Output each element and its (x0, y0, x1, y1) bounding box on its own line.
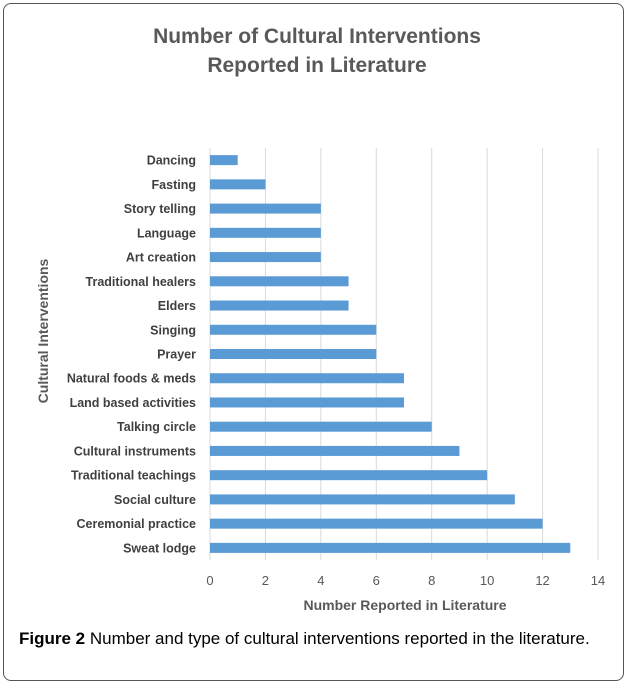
category-label: Dancing (147, 154, 196, 168)
bar (210, 300, 349, 311)
x-axis-label: Number Reported in Literature (303, 597, 506, 613)
bar (210, 276, 349, 287)
caption-text: Number and type of cultural intervention… (85, 629, 590, 648)
bar (210, 518, 543, 529)
bar (210, 179, 266, 190)
bar (210, 373, 404, 384)
x-tick-label: 10 (480, 573, 494, 588)
category-labels: Dancing Fasting Story telling Language Art c… (67, 154, 196, 556)
chart-title-line: Reported in Literature (207, 54, 426, 77)
category-label: Story telling (124, 202, 196, 216)
x-tick-label: 4 (317, 573, 324, 588)
category-label: Traditional healers (86, 275, 197, 289)
bar (210, 227, 321, 238)
x-tick-label: 8 (428, 573, 435, 588)
category-label: Talking circle (117, 420, 196, 434)
category-label: Social culture (114, 493, 196, 507)
category-label: Ceremonial practice (77, 517, 197, 531)
x-tick-label: 0 (206, 573, 213, 588)
figure-caption: Figure 2 Number and type of cultural int… (19, 626, 615, 651)
bar (210, 203, 321, 214)
category-label: Fasting (152, 178, 196, 192)
bar (210, 252, 321, 263)
category-label: Sweat lodge (123, 541, 196, 555)
bar-chart: Number of Cultural Interventions Reported… (35, 25, 605, 613)
chart-title: Number of Cultural Interventions Reported… (153, 25, 481, 77)
category-label: Land based activities (70, 396, 196, 410)
category-label: Language (137, 226, 196, 240)
bar (210, 542, 571, 553)
bar (210, 324, 377, 335)
grid-lines (209, 148, 599, 560)
x-tick-label: 2 (262, 573, 269, 588)
x-tick-label: 12 (535, 573, 549, 588)
bar (210, 494, 515, 505)
x-tick-label: 14 (591, 573, 605, 588)
x-tick-labels: 0 2 4 6 8 10 12 14 (206, 573, 605, 588)
x-tick-label: 6 (373, 573, 380, 588)
caption-label: Figure 2 (19, 629, 86, 648)
figure-frame (3, 3, 624, 681)
category-label: Art creation (126, 251, 196, 265)
bar (210, 397, 404, 408)
bar (210, 421, 432, 432)
bar (210, 155, 238, 166)
bar (210, 349, 377, 359)
category-label: Natural foods & meds (67, 372, 196, 386)
chart-title-line: Number of Cultural Interventions (153, 25, 481, 48)
bar (210, 470, 488, 481)
bar (210, 445, 460, 456)
category-label: Singing (150, 323, 196, 337)
y-axis-label: Cultural Interventions (35, 258, 51, 403)
category-label: Elders (158, 299, 196, 313)
category-label: Prayer (157, 348, 196, 362)
bars (210, 155, 571, 553)
category-label: Traditional teachings (71, 469, 196, 483)
category-label: Cultural instruments (74, 444, 196, 458)
